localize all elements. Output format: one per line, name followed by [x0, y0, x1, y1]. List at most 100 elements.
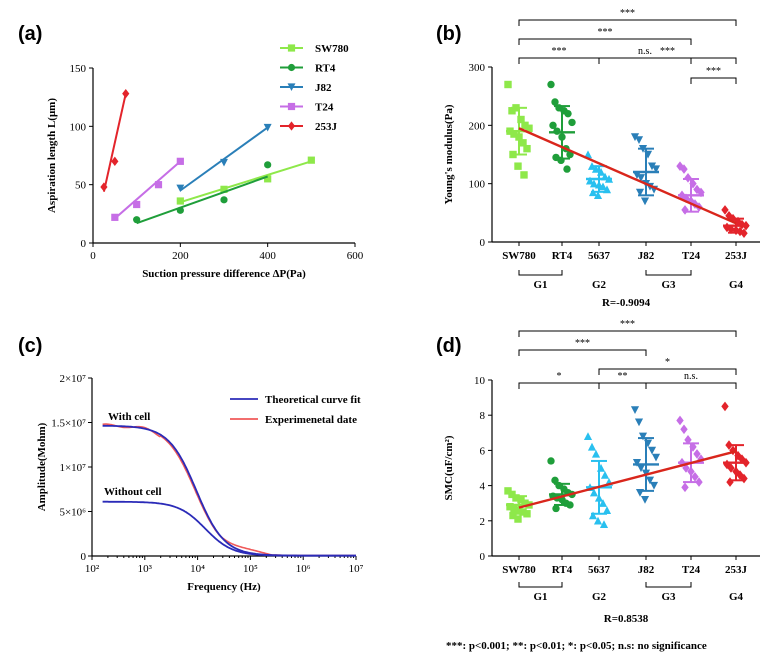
category-label: 5637 — [588, 564, 611, 576]
data-point — [510, 504, 518, 513]
data-point — [100, 182, 108, 192]
significance-bracket — [518, 349, 647, 356]
legend-label: Theoretical curve fit — [265, 394, 361, 406]
data-point — [640, 197, 650, 206]
significance-label: *** — [575, 338, 590, 349]
data-point — [264, 175, 272, 183]
x-tick-label: 10⁷ — [349, 563, 364, 575]
significance-label: ** — [618, 371, 628, 382]
correlation-annotation: R=-0.9094 — [602, 297, 651, 309]
category-label: RT4 — [552, 564, 573, 576]
data-point — [691, 471, 699, 482]
data-point — [635, 188, 645, 197]
data-point — [504, 80, 512, 89]
y-tick-label: 2×10⁷ — [59, 373, 86, 385]
significance-bracket — [518, 57, 600, 64]
legend-marker — [287, 102, 296, 111]
data-point — [220, 196, 228, 204]
category-label: SW780 — [502, 564, 536, 576]
panel-label-panelD: (d) — [436, 335, 462, 357]
data-point — [649, 481, 659, 490]
x-axis-label: Suction pressure difference ΔP(Pa) — [142, 268, 306, 280]
data-point — [111, 156, 119, 167]
data-point — [587, 442, 597, 451]
group-label: G3 — [661, 591, 676, 603]
y-tick-label: 0 — [480, 237, 486, 249]
data-point — [514, 515, 522, 523]
significance-footnote: ***: p<0.001; **: p<0.01; *: p<0.05; n.s… — [446, 640, 707, 652]
data-point — [508, 107, 516, 115]
x-tick-label: 10⁶ — [296, 563, 311, 575]
group-label: G1 — [533, 279, 547, 291]
x-axis-label: Frequency (Hz) — [187, 581, 261, 593]
significance-label: n.s. — [684, 371, 698, 382]
category-label: 5637 — [588, 250, 611, 262]
data-point — [693, 449, 701, 459]
data-point — [632, 459, 642, 467]
category-label: 253J — [725, 250, 748, 262]
group-label: G4 — [729, 279, 744, 291]
data-point — [564, 109, 572, 118]
data-point — [552, 504, 560, 513]
y-tick-label: 50 — [75, 180, 87, 192]
fit-curve-without-cell — [102, 500, 356, 557]
data-point — [599, 520, 609, 529]
y-tick-label: 100 — [70, 121, 87, 133]
legend-label: 253J — [315, 121, 338, 133]
data-point — [721, 205, 729, 215]
significance-label: * — [557, 371, 562, 382]
significance-bracket — [598, 57, 737, 64]
group-label: G2 — [592, 591, 607, 603]
category-label: J82 — [638, 564, 655, 576]
data-point — [523, 144, 531, 153]
data-point — [307, 156, 315, 164]
y-tick-label: 6 — [480, 445, 486, 457]
data-point — [519, 508, 527, 516]
category-label: J82 — [638, 250, 655, 262]
significance-bracket — [518, 382, 600, 389]
data-point — [220, 158, 228, 167]
category-label: T24 — [682, 250, 701, 262]
legend-marker — [287, 44, 296, 52]
significance-bracket — [518, 38, 692, 45]
data-point — [583, 150, 593, 159]
y-tick-label: 10 — [474, 375, 486, 387]
significance-label: *** — [706, 66, 721, 77]
data-point — [593, 516, 603, 525]
significance-bracket — [518, 19, 737, 26]
annotation-without-cell: Without cell — [104, 486, 162, 498]
y-tick-label: 2 — [480, 516, 486, 528]
significance-label: *** — [620, 319, 635, 330]
data-point — [647, 162, 657, 171]
fit-line — [180, 160, 312, 204]
significance-label: *** — [552, 46, 567, 57]
y-axis-label: Young's modulus(Pa) — [443, 104, 455, 204]
category-label: T24 — [682, 564, 701, 576]
data-point — [122, 88, 130, 99]
y-axis-label: Aspiration length L(μm) — [46, 98, 58, 213]
panel-a: (a) 0 50 100 150 0 200 400 600 Suction pressure d… — [18, 23, 364, 280]
data-point — [589, 488, 599, 497]
legend-marker — [287, 83, 296, 91]
category-label: SW780 — [502, 250, 536, 262]
data-point — [638, 432, 648, 441]
data-point — [111, 213, 119, 221]
group-bracket — [518, 582, 563, 588]
data-point — [521, 121, 529, 130]
legend-label: T24 — [315, 102, 334, 114]
legend-marker — [287, 63, 296, 72]
data-point — [549, 121, 557, 130]
y-tick-label: 150 — [70, 63, 87, 75]
panel-d: (d) 0 2 4 6 8 10 SW780 RT4 5637 J82 T24 253J SMC(uF/c… — [436, 319, 760, 625]
significance-label: * — [665, 357, 670, 368]
fit-line — [102, 93, 127, 192]
data-point — [509, 511, 517, 520]
data-point — [681, 482, 689, 493]
data-point — [176, 184, 185, 193]
y-tick-label: 1×10⁷ — [59, 462, 86, 474]
panel-label-c: (c) — [18, 335, 42, 357]
fit-line — [114, 160, 181, 220]
data-point — [521, 499, 529, 507]
data-point — [508, 490, 516, 499]
data-point — [520, 171, 528, 179]
